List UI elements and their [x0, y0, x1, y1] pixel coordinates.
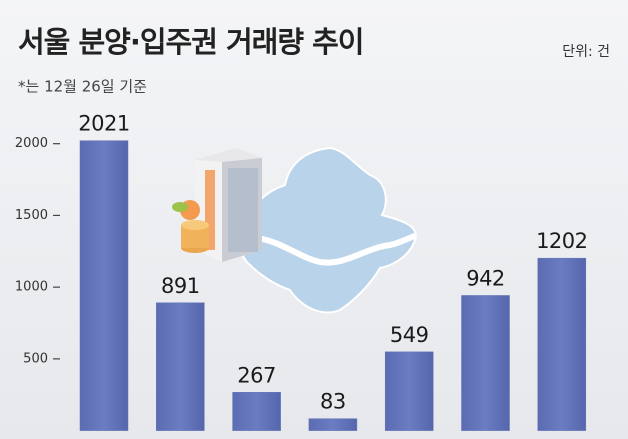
- value-label: 549: [390, 323, 429, 347]
- y-tick-label: 500: [23, 351, 48, 366]
- value-label: 891: [161, 274, 200, 298]
- unit-label: 단위: 건: [562, 44, 610, 60]
- river-illustration: [254, 233, 416, 266]
- value-label: 83: [320, 390, 346, 414]
- plot-area: 500 1000 1500 2000 2021 891 267 83 549 942 1202: [15, 112, 588, 431]
- value-label: 267: [237, 363, 276, 387]
- building-illustration: [172, 148, 262, 262]
- y-tick-label: 2000: [15, 136, 48, 151]
- map-illustration: [240, 146, 417, 314]
- bar: [232, 392, 281, 431]
- y-tick-label: 1000: [15, 280, 48, 295]
- chart-subtitle: *는 12월 26일 기준: [18, 78, 147, 96]
- bar: [384, 351, 434, 431]
- bar: [156, 302, 205, 431]
- chart-title: 서울 분양·입주권 거래량 추이: [18, 25, 363, 59]
- bar: [79, 140, 129, 431]
- value-label: 2021: [78, 112, 129, 136]
- value-label: 1202: [536, 229, 587, 253]
- y-tick-label: 1500: [15, 208, 48, 223]
- bar: [308, 418, 358, 431]
- value-label: 942: [466, 266, 505, 290]
- bar: [461, 295, 510, 431]
- bar: [537, 257, 587, 431]
